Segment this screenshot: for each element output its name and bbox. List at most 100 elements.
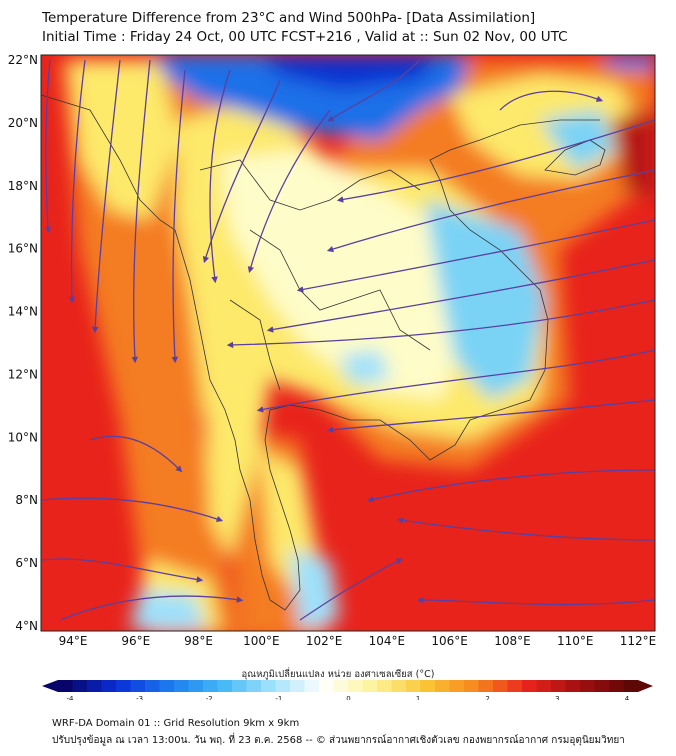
streamline xyxy=(171,69,186,364)
wind-streamlines xyxy=(41,59,655,621)
latitude-label: 4°N xyxy=(15,619,38,633)
colorbar-cell xyxy=(58,680,73,692)
streamline xyxy=(326,399,655,433)
cool-north-east xyxy=(540,110,615,170)
colorbar-min-arrow xyxy=(42,680,58,692)
colorbar-cell xyxy=(391,680,407,692)
streamline xyxy=(499,90,604,111)
colorbar-cell xyxy=(159,680,175,692)
colorbar-cell xyxy=(333,680,349,692)
longitude-label: 100°E xyxy=(243,634,280,648)
cold-corner xyxy=(600,55,655,70)
colorbar-cell xyxy=(174,680,189,692)
colorbar-cell xyxy=(420,680,436,692)
streamline xyxy=(336,119,655,203)
streamline xyxy=(296,219,655,293)
colorbar-cell xyxy=(290,680,305,692)
latitude-label: 22°N xyxy=(8,53,38,67)
colorbar-cell xyxy=(493,680,508,692)
longitude-label: 102°E xyxy=(306,634,343,648)
latitude-label: 12°N xyxy=(8,367,38,381)
streamline xyxy=(326,169,655,253)
pale-mainland xyxy=(220,150,470,400)
cool-east xyxy=(425,200,545,400)
colorbar-cell xyxy=(362,680,378,692)
hainan-island xyxy=(544,139,606,176)
colorbar-cell xyxy=(536,680,552,692)
longitude-label: 104°E xyxy=(369,634,406,648)
colorbar-cell xyxy=(551,680,566,692)
map-title: Temperature Difference from 23°C and Win… xyxy=(42,10,536,26)
latitude-label: 20°N xyxy=(8,116,38,130)
coastline-east xyxy=(264,119,600,611)
streamline xyxy=(256,349,655,413)
hot-north-east xyxy=(610,110,655,200)
colorbar-cell xyxy=(72,680,88,692)
colorbar-cell xyxy=(609,680,624,692)
colorbar-cell xyxy=(304,680,320,692)
colorbar-tick-label: 0 xyxy=(346,695,350,700)
colorbar-cell xyxy=(203,680,218,692)
longitude-label: 94°E xyxy=(59,634,88,648)
colorbar-cell xyxy=(319,680,334,692)
longitude-label: 112°E xyxy=(620,634,657,648)
colorbar-cell xyxy=(261,680,276,692)
colorbar-cell xyxy=(87,680,102,692)
plot-frame xyxy=(40,54,656,632)
streamline xyxy=(327,59,421,122)
colorbar-cell xyxy=(232,680,247,692)
colorbar-tick-label: -2 xyxy=(206,695,213,700)
colorbar-tick-label: 4 xyxy=(625,695,630,700)
colorbar-tick-label: 1 xyxy=(416,695,420,700)
colorbar-cell xyxy=(594,680,610,692)
colorbar-tick-label: -4 xyxy=(67,695,75,700)
streamline xyxy=(299,558,403,621)
latitude-label: 14°N xyxy=(8,305,38,319)
streamline xyxy=(91,59,121,334)
streamline xyxy=(247,109,331,274)
footer-update-info: ปรับปรุงข้อมูล ณ เวลา 13:00น. วัน พฤ. ที… xyxy=(52,735,625,746)
streamline xyxy=(41,558,204,583)
longitude-label: 98°E xyxy=(184,634,213,648)
colorbar-cell xyxy=(275,680,291,692)
coastline-west xyxy=(41,94,271,601)
latitude-label: 16°N xyxy=(8,242,38,256)
colorbar-cell xyxy=(435,680,450,692)
streamline xyxy=(226,299,655,349)
colorbar: -4 -3 -2 -1 0 1 2 3 4 xyxy=(42,680,653,700)
colorbar-cell xyxy=(478,680,494,692)
colorbar-cell xyxy=(217,680,233,692)
streamline xyxy=(131,59,151,364)
colorbar-cell xyxy=(580,680,595,692)
footer-model-info: WRF-DA Domain 01 :: Grid Resolution 9km … xyxy=(52,718,300,729)
longitude-label: 106°E xyxy=(431,634,468,648)
colorbar-cell xyxy=(116,680,131,692)
border-central xyxy=(249,229,431,351)
streamline xyxy=(416,596,655,606)
colorbar-cell xyxy=(101,680,117,692)
cool-south xyxy=(290,550,340,630)
colorbar-cell xyxy=(507,680,523,692)
cool-central xyxy=(340,350,390,385)
colorbar-max-arrow xyxy=(638,680,653,692)
yellow-north-west xyxy=(70,60,180,220)
streamline xyxy=(396,517,655,541)
colorbar-cell xyxy=(246,680,262,692)
colorbar-cell xyxy=(130,680,146,692)
colorbar-cell xyxy=(145,680,160,692)
colorbar-tick-label: 3 xyxy=(555,695,559,700)
colorbar-cell xyxy=(522,680,537,692)
coastlines-borders xyxy=(41,94,606,611)
streamline xyxy=(41,497,224,523)
colorbar-title: อุณหภูมิเปลี่ยนแปลง หน่วย องศาเซลเซียส (… xyxy=(241,669,435,680)
streamline xyxy=(266,259,655,333)
colorbar-tick-label: 2 xyxy=(486,695,490,700)
map-subtitle: Initial Time : Friday 24 Oct, 00 UTC FCS… xyxy=(42,29,568,45)
longitude-label: 108°E xyxy=(494,634,531,648)
colorbar-cell xyxy=(565,680,581,692)
streamline xyxy=(202,79,281,264)
latitude-label: 8°N xyxy=(15,493,38,507)
colorbar-cell xyxy=(348,680,363,692)
longitude-labels: 94°E 96°E 98°E 100°E 102°E 104°E 106°E 108°E 110… xyxy=(59,634,657,648)
border-west xyxy=(229,299,281,391)
